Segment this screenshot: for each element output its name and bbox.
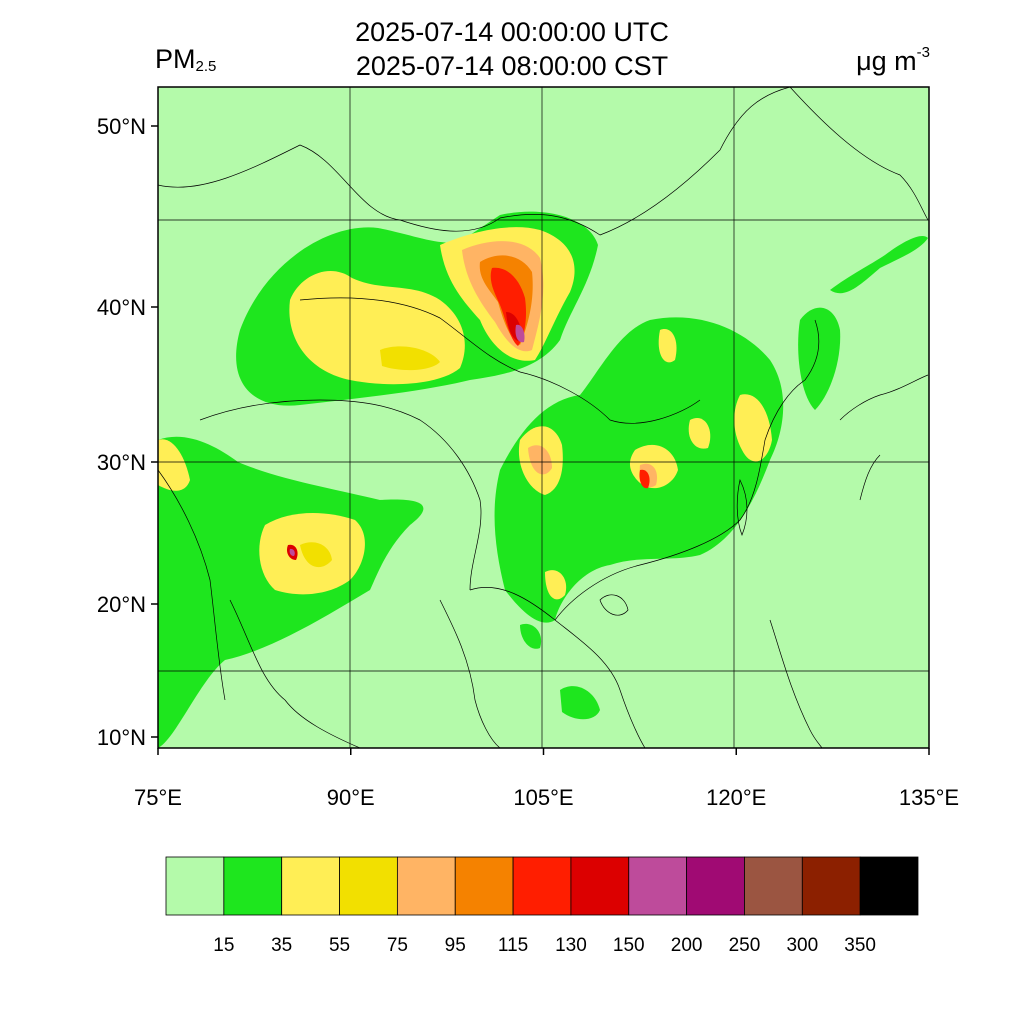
- colorbar-swatch-9: [686, 856, 745, 916]
- lat-tick-label-3: 40°N: [97, 295, 146, 320]
- colorbar-label-0: 15: [213, 935, 234, 956]
- colorbar-label-10: 300: [786, 935, 818, 956]
- variable-label: PM2.5: [155, 44, 217, 75]
- colorbar-label-11: 350: [844, 935, 876, 956]
- colorbar-swatch-8: [628, 856, 688, 916]
- axis-ticks: 75°E 90°E 105°E 120°E 135°E 10°N 20°N 30°N 40°N 5…: [97, 114, 959, 810]
- lon-tick-label-4: 135°E: [899, 785, 959, 810]
- colorbar-label-9: 250: [729, 935, 761, 956]
- colorbar-swatch-2: [281, 856, 340, 916]
- colorbar-swatch-7: [570, 856, 630, 916]
- colorbar: 15 35 55 75 95 115 130 150 200 250 300 350: [165, 856, 919, 956]
- unit-label: μg m-3: [856, 44, 930, 76]
- colorbar-label-1: 35: [271, 935, 292, 956]
- gridlines: [158, 87, 929, 748]
- colorbar-swatch-5: [454, 856, 514, 916]
- colorbar-label-2: 55: [329, 935, 350, 956]
- colorbar-label-4: 95: [445, 935, 466, 956]
- colorbar-swatch-12: [859, 856, 919, 916]
- title-utc: 2025-07-14 00:00:00 UTC: [355, 17, 669, 47]
- lat-tick-label-1: 20°N: [97, 592, 146, 617]
- colorbar-swatch-11: [801, 856, 861, 916]
- colorbar-label-6: 130: [555, 935, 587, 956]
- colorbar-swatch-6: [512, 856, 572, 916]
- colorbar-label-7: 150: [613, 935, 645, 956]
- variable-subscript: 2.5: [195, 58, 217, 75]
- boundaries: [158, 87, 929, 748]
- colorbar-swatch-4: [396, 856, 456, 916]
- colorbar-label-5: 115: [498, 935, 528, 956]
- lat-tick-label-0: 10°N: [97, 725, 146, 750]
- title-local: 2025-07-14 08:00:00 CST: [355, 51, 669, 81]
- lon-tick-label-0: 75°E: [134, 785, 182, 810]
- colorbar-swatch-0: [165, 856, 225, 916]
- lon-tick-label-2: 105°E: [513, 785, 573, 810]
- lat-tick-label-4: 50°N: [97, 114, 146, 139]
- pm25-field: [158, 211, 928, 748]
- lon-tick-label-3: 120°E: [706, 785, 766, 810]
- unit-exponent: -3: [916, 44, 930, 61]
- lat-tick-label-2: 30°N: [97, 450, 146, 475]
- colorbar-label-8: 200: [671, 935, 703, 956]
- lon-tick-label-1: 90°E: [327, 785, 375, 810]
- colorbar-swatch-3: [339, 856, 398, 916]
- colorbar-swatch-1: [223, 856, 283, 916]
- colorbar-label-3: 75: [387, 935, 408, 956]
- colorbar-swatch-10: [744, 856, 803, 916]
